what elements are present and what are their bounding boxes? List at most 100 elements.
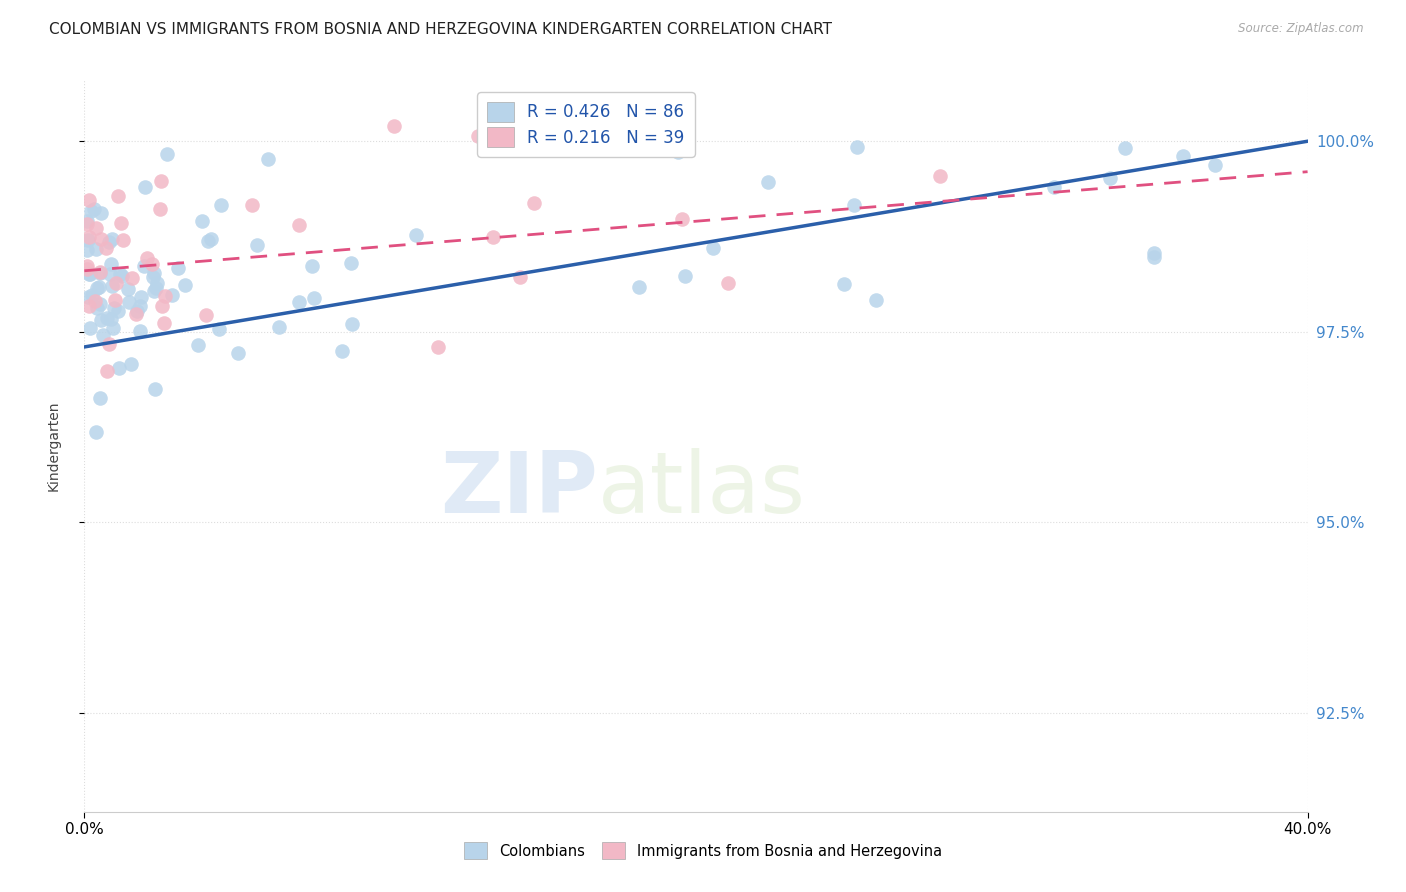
Point [100, 257, 122, 271]
Point [1043, 180, 1066, 194]
Point [523, 195, 546, 210]
Point [153, 288, 176, 302]
Point [111, 233, 134, 247]
Legend: R = 0.426   N = 86, R = 0.216   N = 39: R = 0.426 N = 86, R = 0.216 N = 39 [477, 92, 695, 157]
Point [145, 276, 167, 290]
Point [1173, 149, 1195, 163]
Point [467, 129, 489, 144]
Point [124, 307, 146, 321]
Point [76, 214, 98, 228]
Point [405, 228, 427, 243]
Point [1099, 170, 1122, 185]
Point [89, 266, 111, 280]
Point [87, 280, 110, 294]
Point [90, 232, 112, 246]
Point [340, 256, 363, 270]
Point [846, 140, 869, 154]
Point [76, 243, 98, 257]
Point [101, 232, 124, 246]
Point [191, 214, 214, 228]
Point [80, 203, 103, 218]
Text: Source: ZipAtlas.com: Source: ZipAtlas.com [1239, 22, 1364, 36]
Point [101, 321, 124, 335]
Point [77, 233, 100, 247]
Point [200, 232, 222, 246]
Point [79, 267, 101, 281]
Point [89, 265, 111, 279]
Text: COLOMBIAN VS IMMIGRANTS FROM BOSNIA AND HERZEGOVINA KINDERGARTEN CORRELATION CHA: COLOMBIAN VS IMMIGRANTS FROM BOSNIA AND … [49, 22, 832, 37]
Point [226, 346, 249, 360]
Point [301, 259, 323, 273]
Point [671, 211, 693, 226]
Point [153, 316, 176, 330]
Point [91, 327, 114, 342]
Point [287, 218, 309, 232]
Point [83, 202, 105, 217]
Point [288, 295, 311, 310]
Point [107, 188, 129, 202]
Y-axis label: Kindergarten: Kindergarten [46, 401, 60, 491]
Point [76, 217, 98, 231]
Point [111, 268, 134, 283]
Text: atlas: atlas [598, 449, 806, 532]
Point [110, 216, 132, 230]
Point [143, 266, 166, 280]
Point [134, 180, 156, 194]
Point [86, 281, 108, 295]
Point [842, 198, 865, 212]
Point [110, 267, 132, 281]
Point [120, 358, 142, 372]
Point [77, 230, 100, 244]
Point [187, 337, 209, 351]
Point [673, 268, 696, 283]
Point [84, 221, 107, 235]
Point [96, 364, 118, 378]
Point [240, 198, 263, 212]
Point [149, 202, 172, 217]
Point [104, 277, 127, 291]
Point [103, 301, 125, 315]
Point [1143, 246, 1166, 260]
Point [426, 340, 449, 354]
Point [143, 382, 166, 396]
Point [77, 299, 100, 313]
Legend: Colombians, Immigrants from Bosnia and Herzegovina: Colombians, Immigrants from Bosnia and H… [458, 837, 948, 865]
Point [342, 317, 364, 331]
Point [150, 174, 173, 188]
Point [928, 169, 950, 184]
Point [129, 289, 152, 303]
Point [143, 284, 166, 298]
Point [702, 241, 724, 255]
Point [97, 337, 120, 351]
Point [481, 230, 503, 244]
Point [107, 304, 129, 318]
Point [150, 299, 173, 313]
Point [101, 278, 124, 293]
Point [162, 288, 184, 302]
Point [1204, 158, 1226, 172]
Point [304, 291, 326, 305]
Point [76, 261, 98, 276]
Point [330, 343, 353, 358]
Point [134, 259, 156, 273]
Point [94, 241, 117, 255]
Point [77, 193, 100, 207]
Point [758, 175, 780, 189]
Point [118, 294, 141, 309]
Point [77, 290, 100, 304]
Point [86, 301, 108, 316]
Point [89, 297, 111, 311]
Point [208, 321, 231, 335]
Text: ZIP: ZIP [440, 449, 598, 532]
Point [209, 198, 232, 212]
Point [129, 324, 152, 338]
Point [76, 259, 98, 273]
Point [77, 267, 100, 281]
Point [89, 391, 111, 405]
Point [257, 152, 280, 166]
Point [1143, 251, 1166, 265]
Point [108, 361, 131, 376]
Point [269, 320, 291, 334]
Point [121, 270, 143, 285]
Point [1114, 141, 1136, 155]
